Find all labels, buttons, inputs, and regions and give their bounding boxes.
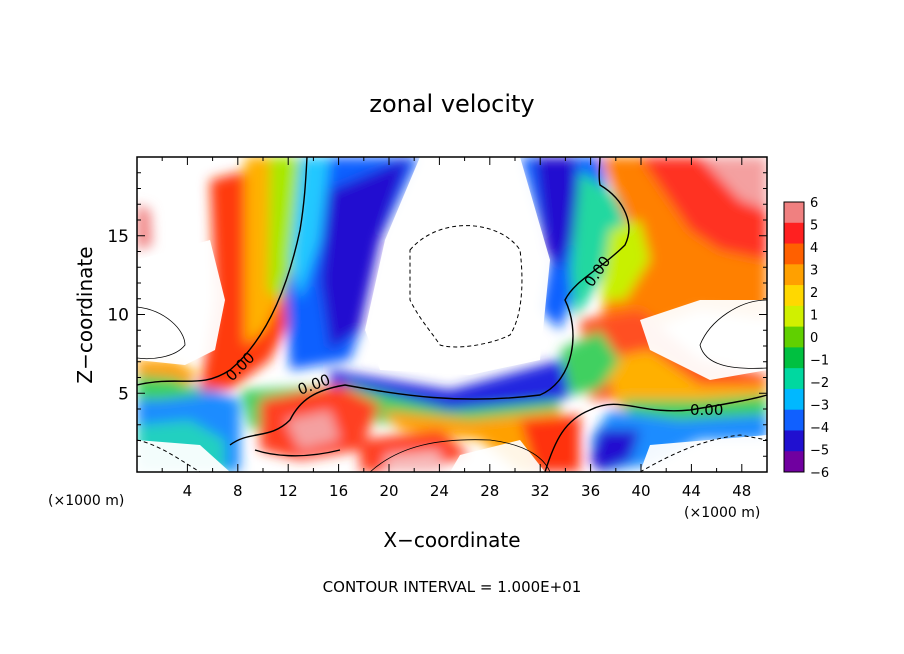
- x-unit-left: (×1000 m): [48, 493, 124, 509]
- field-region: [320, 157, 410, 350]
- x-tick-label: 8: [233, 482, 243, 500]
- colorbar-label: 2: [810, 286, 818, 301]
- x-tick-label: 4: [183, 482, 193, 500]
- field-region: [285, 410, 340, 450]
- calm-region: [365, 157, 550, 375]
- x-tick-label: 12: [279, 482, 298, 500]
- positive-contour: [369, 439, 551, 472]
- colorbar-frame: [783, 201, 805, 473]
- chart-title: zonal velocity: [369, 90, 534, 118]
- x-tick-label: 40: [631, 482, 650, 500]
- negative-contour: [639, 434, 767, 472]
- colorbar-swatch: [784, 264, 804, 286]
- negative-contour: [409, 225, 523, 348]
- x-axis-label: X−coordinate: [383, 528, 520, 552]
- colorbar-swatch: [784, 368, 804, 390]
- field-region: [700, 157, 767, 210]
- colorbar-label: 4: [810, 241, 818, 256]
- velocity-field: 0.00 0.00 0.00 0.00: [137, 157, 767, 472]
- colorbar-label: 3: [810, 264, 818, 279]
- colorbar-swatch: [784, 430, 804, 452]
- colorbar-label: 6: [810, 196, 818, 211]
- field-region: [570, 170, 630, 320]
- field-region: [600, 220, 650, 300]
- field-region: [290, 157, 330, 300]
- calm-region: [640, 300, 767, 380]
- colorbar-label: 1: [810, 309, 818, 324]
- colorbar-swatch: [784, 305, 804, 328]
- x-unit-right: (×1000 m): [684, 505, 760, 521]
- positive-contour: [137, 306, 186, 360]
- colorbar-swatch: [784, 347, 804, 369]
- colorbar-swatch: [784, 451, 804, 473]
- positive-contour: [699, 299, 767, 369]
- field-region: [600, 350, 767, 410]
- y-axis-label: Z−coordinate: [73, 246, 97, 383]
- field-region: [590, 430, 640, 472]
- contour-label: 0.00: [690, 401, 723, 419]
- field-region: [137, 375, 205, 400]
- colorbar-label: 5: [810, 219, 818, 234]
- x-tick-label: 20: [379, 482, 398, 500]
- y-tick-label: 5: [118, 384, 129, 404]
- y-tick-label: 10: [107, 306, 129, 326]
- field-region: [137, 205, 152, 250]
- colorbar-swatch: [784, 388, 804, 411]
- colorbar-swatch: [784, 409, 804, 431]
- colorbar-swatch: [784, 326, 804, 348]
- colorbar-label: −5: [810, 444, 829, 459]
- colorbar-label: −1: [810, 354, 829, 369]
- colorbar-label: −4: [810, 421, 829, 436]
- x-axis: 4 8 12 16 20 24 28 32 36 40 44 48: [161, 157, 751, 500]
- negative-contour: [137, 439, 201, 472]
- field-region: [560, 330, 620, 395]
- x-tick-label: 16: [329, 482, 348, 500]
- x-tick-label: 44: [682, 482, 701, 500]
- field-region: [385, 450, 440, 472]
- contour-interval-footer: CONTOUR INTERVAL = 1.000E+01: [323, 578, 582, 596]
- colorbar-swatch: [784, 202, 804, 224]
- y-tick-label: 15: [107, 227, 129, 247]
- zero-contour: [137, 157, 308, 386]
- colorbar-swatch: [784, 222, 804, 245]
- field-region: [535, 157, 580, 270]
- zero-contour: [254, 449, 341, 457]
- zero-contour: [544, 394, 767, 472]
- colorbar-swatch: [784, 285, 804, 307]
- x-tick-label: 24: [430, 482, 449, 500]
- field-region: [590, 410, 767, 472]
- x-tick-label: 48: [732, 482, 751, 500]
- colorbar-label: 0: [810, 331, 818, 346]
- colorbar: 6 5 4 3 2 1 0 −1 −2 −3 −4 −5 −6: [783, 196, 829, 481]
- zero-contour: [229, 157, 630, 446]
- x-tick-label: 28: [480, 482, 499, 500]
- colorbar-label: −6: [810, 466, 829, 481]
- colorbar-swatch: [784, 243, 804, 265]
- calm-region: [137, 240, 225, 365]
- calm-region: [640, 435, 767, 472]
- y-axis: 5 10 15: [107, 172, 767, 457]
- colorbar-label: −2: [810, 376, 829, 391]
- calm-region: [450, 440, 545, 472]
- colorbar-label: −3: [810, 399, 829, 414]
- x-tick-label: 36: [581, 482, 600, 500]
- x-tick-label: 32: [531, 482, 550, 500]
